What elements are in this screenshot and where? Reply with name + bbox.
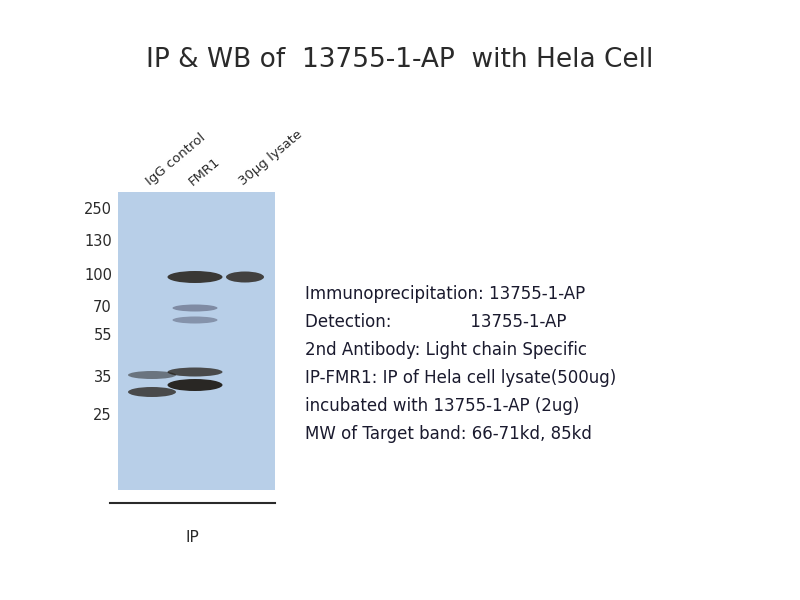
Ellipse shape — [167, 271, 222, 283]
Text: 130: 130 — [84, 235, 112, 250]
Ellipse shape — [226, 271, 264, 283]
Text: 250: 250 — [84, 202, 112, 217]
Bar — [118, 192, 275, 490]
Text: IP: IP — [185, 530, 199, 545]
Text: IP & WB of  13755-1-AP  with Hela Cell: IP & WB of 13755-1-AP with Hela Cell — [146, 47, 654, 73]
Ellipse shape — [167, 379, 222, 391]
Ellipse shape — [173, 304, 218, 311]
Text: IP-FMR1: IP of Hela cell lysate(500ug): IP-FMR1: IP of Hela cell lysate(500ug) — [305, 369, 616, 387]
Text: 100: 100 — [84, 268, 112, 283]
Text: IgG control: IgG control — [144, 131, 208, 188]
Text: 70: 70 — [94, 301, 112, 316]
Ellipse shape — [173, 317, 218, 323]
Text: 35: 35 — [94, 370, 112, 385]
Text: 55: 55 — [94, 328, 112, 343]
Text: incubated with 13755-1-AP (2ug): incubated with 13755-1-AP (2ug) — [305, 397, 579, 415]
Text: FMR1: FMR1 — [186, 155, 223, 188]
Text: 30μg lysate: 30μg lysate — [237, 128, 305, 188]
Text: Detection:               13755-1-AP: Detection: 13755-1-AP — [305, 313, 566, 331]
Text: Immunoprecipitation: 13755-1-AP: Immunoprecipitation: 13755-1-AP — [305, 285, 586, 303]
Ellipse shape — [128, 371, 176, 379]
Text: MW of Target band: 66-71kd, 85kd: MW of Target band: 66-71kd, 85kd — [305, 425, 592, 443]
Text: 25: 25 — [94, 407, 112, 422]
Ellipse shape — [167, 367, 222, 377]
Text: 2nd Antibody: Light chain Specific: 2nd Antibody: Light chain Specific — [305, 341, 587, 359]
Ellipse shape — [128, 387, 176, 397]
